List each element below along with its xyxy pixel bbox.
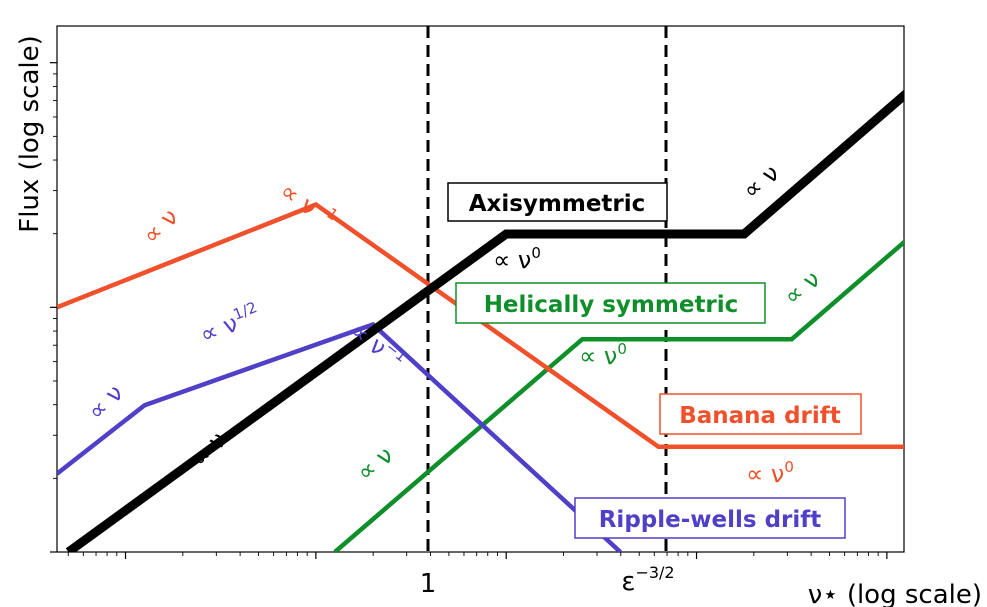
- x-tick-label-epsilon: ε−3/2: [621, 563, 674, 597]
- slope-label-banana-1: ∝ ν: [137, 203, 184, 250]
- legend-box-helically-symmetric: Helically symmetric: [455, 282, 766, 324]
- slope-label-helical-2: ∝ ν0: [579, 340, 627, 370]
- x-axis-label: ν⋆ (log scale): [808, 580, 982, 607]
- x-tick-label-1: 1: [420, 569, 437, 599]
- legend-box-axisymmetric: Axisymmetric: [447, 182, 668, 222]
- series-name-banana-drift: Banana drift: [679, 403, 841, 429]
- series-lines: [57, 89, 904, 552]
- slope-label-ripple-1: ∝ ν: [82, 379, 129, 426]
- series-line-banana-drift: [57, 202, 904, 450]
- series-line-helically-symmetric: [333, 239, 904, 552]
- legend-box-ripple-wells-drift: Ripple-wells drift: [574, 497, 846, 539]
- slope-label-banana-2: ∝ ν−1: [275, 175, 342, 234]
- slope-label-helical-3: ∝ ν: [778, 265, 825, 311]
- series-name-axisymmetric: Axisymmetric: [469, 191, 646, 217]
- series-name-helically-symmetric: Helically symmetric: [484, 292, 739, 318]
- y-axis-label: Flux (log scale): [15, 35, 45, 233]
- plot-frame: [56, 25, 905, 553]
- legend-box-banana-drift: Banana drift: [659, 393, 862, 435]
- slope-label-helical-1: ∝ ν: [351, 441, 398, 487]
- series-line-ripple-wells-drift: [57, 321, 622, 552]
- slope-label-axisymmetric-3: ∝ ν: [737, 159, 784, 205]
- slope-label-ripple-2: ∝ ν1/2: [195, 298, 264, 349]
- series-line-axisymmetric: [65, 89, 904, 552]
- slope-label-banana-3: ∝ ν0: [746, 458, 794, 488]
- y-tick-marks: [50, 62, 57, 553]
- x-tick-marks: [67, 552, 888, 559]
- series-name-ripple-wells-drift: Ripple-wells drift: [599, 507, 822, 533]
- slope-label-axisymmetric-2: ∝ ν0: [493, 244, 541, 274]
